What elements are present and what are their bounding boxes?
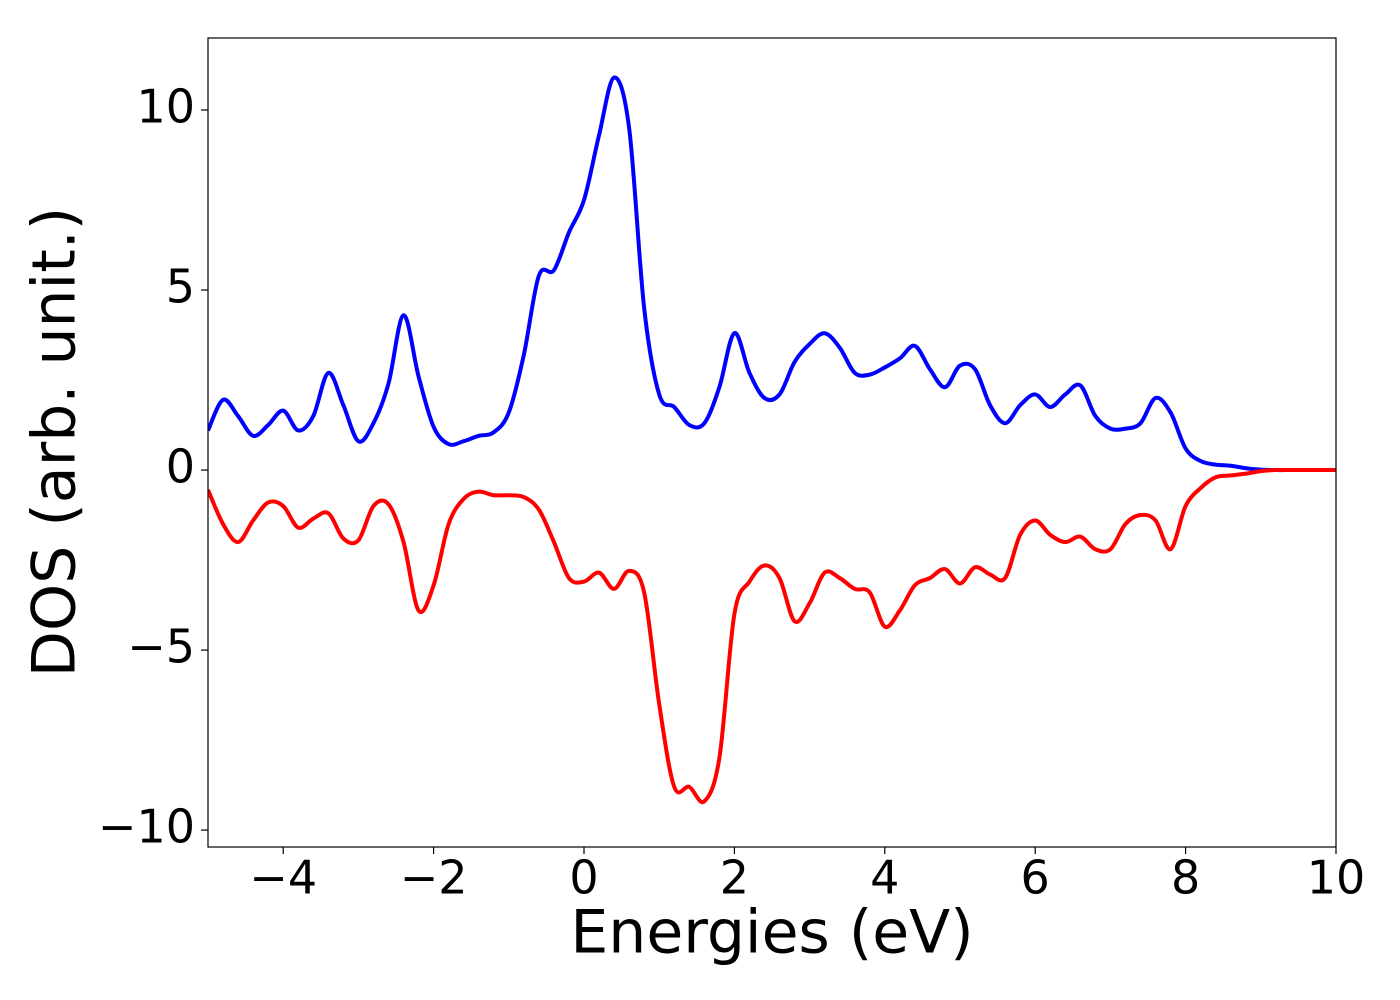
y-tick-label: 10 — [136, 80, 195, 134]
y-axis-label: DOS (arb. unit.) — [20, 207, 90, 677]
x-tick-label: 6 — [1021, 851, 1050, 905]
x-tick-label: 2 — [720, 851, 749, 905]
y-tick-label: 5 — [166, 260, 195, 314]
x-tick-label: −4 — [249, 851, 317, 905]
x-tick-label: 8 — [1171, 851, 1200, 905]
y-tick-label: −10 — [98, 800, 195, 854]
x-tick-label: 10 — [1307, 851, 1366, 905]
x-tick-label: −2 — [400, 851, 468, 905]
y-tick-label: 0 — [166, 440, 195, 494]
plot-frame — [207, 37, 1337, 848]
y-tick-label: −5 — [127, 620, 195, 674]
series-line — [208, 75, 1336, 473]
x-axis-label: Energies (eV) — [570, 898, 973, 968]
x-tick-label: 4 — [870, 851, 899, 905]
x-tick-label: 0 — [569, 851, 598, 905]
series-line — [208, 467, 1336, 805]
